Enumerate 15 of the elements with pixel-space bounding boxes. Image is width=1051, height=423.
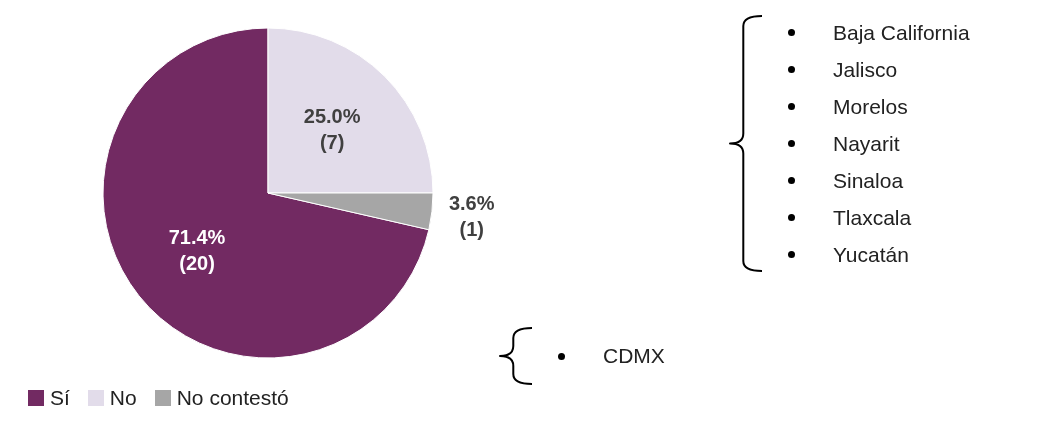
text: Baja California: [833, 20, 970, 44]
data-label: 3.6% (1): [448, 191, 495, 240]
legend-label: Sí: [50, 386, 70, 410]
text: Tlaxcala: [833, 205, 912, 229]
text: Sinaloa: [833, 168, 904, 192]
legend-label: No contestó: [176, 386, 289, 410]
data-label: 71.4% (20): [168, 225, 226, 274]
text: Nayarit: [833, 131, 900, 155]
data-label: 25.0% (7): [303, 104, 361, 153]
text: Jalisco: [833, 57, 898, 81]
text: Yucatán: [833, 242, 909, 266]
pie-slice: [102, 27, 430, 359]
text: Morelos: [833, 94, 908, 118]
text: CDMX: [603, 344, 665, 367]
legend-label: No: [109, 386, 137, 410]
